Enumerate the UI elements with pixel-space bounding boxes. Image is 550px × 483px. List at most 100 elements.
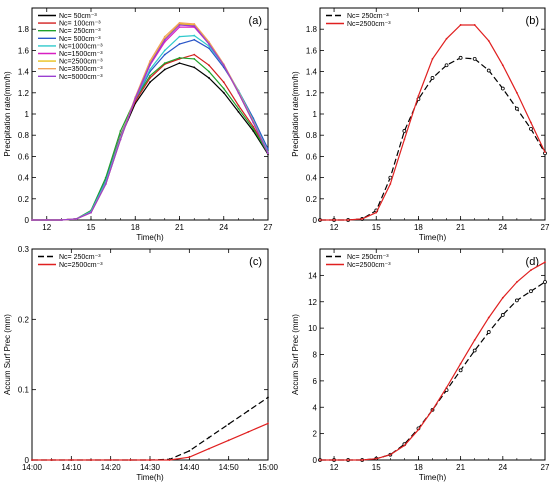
data-point-a-0 (237, 110, 240, 113)
data-point-c-0 (208, 436, 210, 439)
y-tick-label-a: 1.4 (18, 68, 30, 77)
y-tick-label-a: 1 (25, 110, 30, 119)
data-point-b-1 (375, 211, 378, 214)
data-point-a-8 (178, 24, 181, 26)
x-tick-label-c: 14:50 (219, 463, 240, 472)
data-point-a-8 (134, 97, 137, 99)
x-axis-label-d: Time(h) (419, 473, 447, 482)
panel-label-a: (a) (249, 15, 262, 27)
y-tick-label-b: 0.4 (306, 174, 318, 183)
data-point-d-1 (319, 459, 321, 461)
legend-label-a-2: Nc= 250cm⁻³ (59, 28, 101, 35)
data-point-a-3 (178, 43, 181, 45)
y-tick-label-d: 10 (308, 324, 317, 333)
data-point-c-1 (267, 422, 269, 425)
data-point-a-7 (149, 60, 151, 62)
data-point-a-8 (208, 43, 210, 45)
data-point-a-0 (149, 81, 151, 84)
y-axis-label-c: Accum Surf Prec (mm) (3, 314, 12, 395)
data-point-c-0 (188, 449, 191, 452)
x-tick-label-c: 14:20 (101, 463, 122, 472)
data-point-b-1 (361, 218, 364, 220)
x-tick-label-c: 15:00 (258, 463, 279, 472)
data-point-a-2 (208, 70, 210, 73)
data-point-a-2 (193, 57, 196, 60)
data-point-a-2 (237, 107, 240, 110)
data-point-c-0 (267, 396, 269, 399)
x-tick-label-a: 21 (175, 223, 184, 232)
data-point-c-0 (227, 423, 230, 426)
data-point-a-1 (237, 104, 240, 107)
data-point-b-1 (459, 24, 462, 26)
data-point-b-1 (347, 219, 350, 221)
plot-frame-d (319, 248, 546, 461)
data-point-a-0 (222, 91, 225, 94)
y-axis-label-a: Precipitation rate(mm/h) (3, 71, 12, 157)
data-point-a-7 (193, 23, 196, 25)
data-point-b-1 (431, 57, 434, 60)
data-point-b-1 (319, 219, 321, 221)
y-tick-label-a: 0.8 (18, 131, 30, 140)
data-point-b-1 (403, 138, 406, 141)
data-point-c-1 (227, 439, 230, 442)
legend-label-b-1: Nc=2500cm⁻³ (347, 21, 391, 28)
data-point-b-1 (501, 64, 504, 67)
series-line-a-0 (32, 62, 269, 221)
x-tick-label-b: 24 (498, 223, 507, 232)
data-point-d-0 (543, 280, 547, 284)
data-point-a-0 (208, 77, 210, 79)
data-point-c-1 (168, 459, 171, 461)
data-point-a-8 (267, 152, 269, 155)
x-tick-label-a: 12 (42, 223, 51, 232)
data-point-a-0 (193, 66, 196, 69)
data-point-c-1 (109, 459, 112, 461)
y-tick-label-b: 0.2 (306, 195, 318, 204)
x-tick-label-b: 21 (456, 223, 465, 232)
y-tick-label-a: 1.6 (18, 46, 30, 55)
data-point-d-0 (529, 289, 533, 294)
data-point-a-4 (193, 34, 196, 37)
x-tick-label-c: 14:00 (22, 463, 43, 472)
data-point-b-1 (389, 183, 392, 185)
data-point-a-2 (149, 74, 151, 77)
y-tick-label-b: 1.4 (306, 68, 318, 77)
data-point-b-0 (472, 56, 477, 61)
y-axis-label-b: Precipitation rate(mm/h) (291, 71, 300, 157)
data-point-d-1 (389, 453, 392, 456)
data-point-c-1 (129, 459, 132, 461)
data-point-b-0 (529, 126, 533, 131)
data-point-a-5 (178, 26, 181, 28)
y-tick-label-d: 0 (313, 456, 318, 465)
data-point-a-8 (252, 121, 255, 124)
data-point-a-8 (149, 63, 151, 66)
y-tick-label-c: 0 (25, 456, 30, 465)
data-point-c-1 (70, 459, 73, 461)
data-point-b-1 (487, 39, 490, 42)
x-tick-label-d: 27 (541, 463, 550, 472)
data-point-a-8 (104, 183, 107, 185)
y-tick-label-d: 8 (313, 351, 318, 360)
legend-label-c-1: Nc=2500cm⁻³ (59, 262, 103, 269)
data-point-a-2 (252, 127, 255, 130)
data-point-d-1 (417, 428, 420, 431)
series-line-c-1 (32, 422, 269, 461)
data-point-c-1 (149, 459, 151, 461)
y-tick-label-b: 1.6 (306, 46, 318, 55)
y-tick-label-a: 0.6 (18, 152, 30, 161)
data-point-b-0 (514, 106, 519, 111)
y-tick-label-c: 0.2 (18, 315, 30, 324)
y-axis-label-d: Accum Surf Prec (mm) (291, 314, 300, 395)
data-point-d-0 (514, 298, 519, 303)
x-tick-label-d: 21 (456, 463, 465, 472)
y-tick-label-d: 4 (313, 403, 318, 412)
data-point-c-1 (247, 430, 250, 433)
data-point-a-8 (222, 64, 225, 67)
panel-label-c: (c) (249, 256, 262, 268)
data-point-a-8 (60, 219, 63, 221)
series-line-d-0 (320, 281, 546, 461)
x-axis-label-b: Time(h) (419, 233, 447, 242)
y-tick-label-a: 0.2 (18, 195, 30, 204)
data-point-b-1 (544, 151, 546, 154)
data-point-d-1 (375, 457, 378, 460)
data-point-d-0 (486, 330, 491, 334)
